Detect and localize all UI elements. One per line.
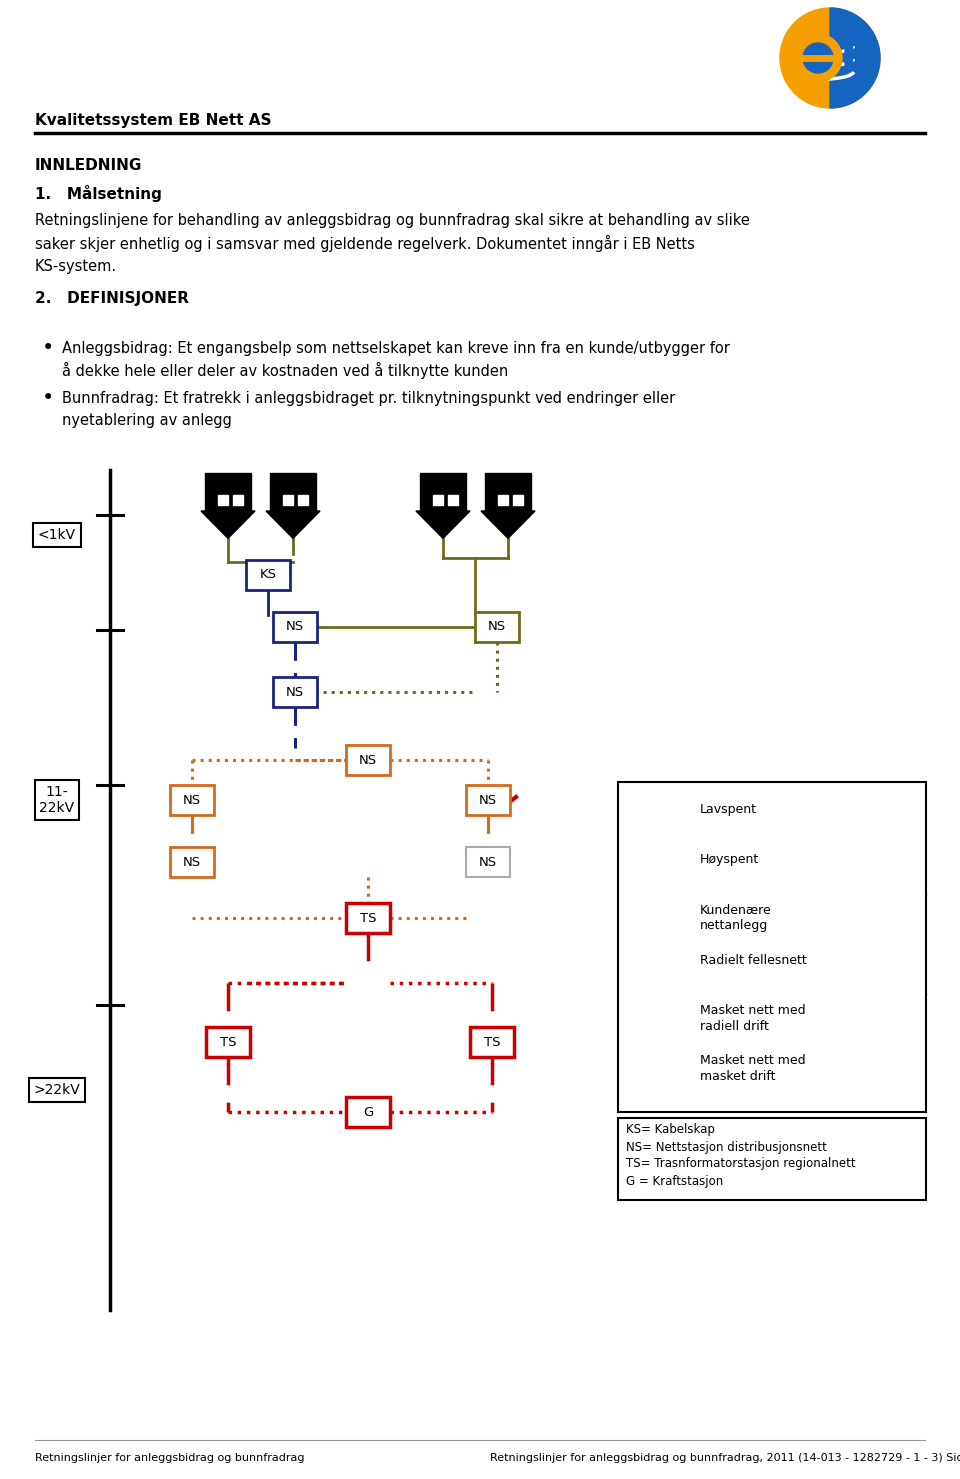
Text: G: G <box>363 1105 373 1118</box>
Text: TS: TS <box>360 911 376 924</box>
FancyBboxPatch shape <box>346 1097 390 1127</box>
Text: NS: NS <box>488 621 506 633</box>
Bar <box>270 473 316 512</box>
FancyBboxPatch shape <box>466 785 510 815</box>
Text: Masket nett med: Masket nett med <box>700 1003 805 1016</box>
Text: TS: TS <box>484 1035 500 1049</box>
Text: 2.   DEFINISJONER: 2. DEFINISJONER <box>35 290 189 306</box>
Bar <box>298 495 308 504</box>
Text: NS: NS <box>479 794 497 806</box>
FancyBboxPatch shape <box>475 612 519 642</box>
Bar <box>205 473 251 512</box>
FancyBboxPatch shape <box>273 677 317 707</box>
Text: NS: NS <box>286 685 304 698</box>
Text: KS-system.: KS-system. <box>35 259 117 274</box>
Text: B: B <box>840 35 876 80</box>
FancyBboxPatch shape <box>170 847 214 877</box>
FancyBboxPatch shape <box>470 1026 514 1057</box>
Text: å dekke hele eller deler av kostnaden ved å tilknytte kunden: å dekke hele eller deler av kostnaden ve… <box>62 361 508 379</box>
Text: G = Kraftstasjon: G = Kraftstasjon <box>626 1174 723 1188</box>
Text: saker skjer enhetlig og i samsvar med gjeldende regelverk. Dokumentet inngår i E: saker skjer enhetlig og i samsvar med gj… <box>35 235 695 251</box>
Bar <box>485 473 531 512</box>
Text: NS: NS <box>359 753 377 766</box>
Polygon shape <box>201 512 255 538</box>
Text: NS= Nettstasjon distribusjonsnett: NS= Nettstasjon distribusjonsnett <box>626 1140 827 1154</box>
FancyBboxPatch shape <box>466 847 510 877</box>
Text: •: • <box>42 387 54 408</box>
Bar <box>513 495 523 504</box>
Text: nettanlegg: nettanlegg <box>700 920 768 932</box>
Text: KS: KS <box>259 568 276 581</box>
Text: TS: TS <box>220 1035 236 1049</box>
Bar <box>233 495 243 504</box>
Text: NS: NS <box>479 855 497 868</box>
Text: NS: NS <box>183 855 201 868</box>
Text: Lavspent: Lavspent <box>700 803 757 816</box>
Text: 1.   Målsetning: 1. Målsetning <box>35 185 162 201</box>
Text: Retningslinjene for behandling av anleggsbidrag og bunnfradrag skal sikre at beh: Retningslinjene for behandling av anlegg… <box>35 213 750 228</box>
Bar <box>448 495 458 504</box>
Text: masket drift: masket drift <box>700 1069 776 1083</box>
Circle shape <box>780 7 880 108</box>
Text: 11-
22kV: 11- 22kV <box>39 785 75 815</box>
Text: Bunnfradrag: Et fratrekk i anleggsbidraget pr. tilknytningspunkt ved endringer e: Bunnfradrag: Et fratrekk i anleggsbidrag… <box>62 390 675 405</box>
Circle shape <box>803 43 833 72</box>
Circle shape <box>794 34 842 81</box>
Bar <box>618 1118 926 1199</box>
Text: KS= Kabelskap: KS= Kabelskap <box>626 1124 715 1136</box>
Text: Retningslinjer for anleggsbidrag og bunnfradrag, 2011 (14-013 - 1282729 - 1 - 3): Retningslinjer for anleggsbidrag og bunn… <box>490 1452 960 1463</box>
Bar <box>283 495 293 504</box>
Polygon shape <box>481 512 535 538</box>
Text: •: • <box>42 339 54 358</box>
FancyBboxPatch shape <box>346 904 390 933</box>
Text: radiell drift: radiell drift <box>700 1019 769 1032</box>
Text: Kundenære: Kundenære <box>700 904 772 917</box>
Bar <box>218 495 228 504</box>
FancyBboxPatch shape <box>170 785 214 815</box>
Text: Masket nett med: Masket nett med <box>700 1053 805 1066</box>
FancyBboxPatch shape <box>246 561 290 590</box>
Bar <box>420 473 466 512</box>
Text: >22kV: >22kV <box>34 1083 81 1097</box>
Polygon shape <box>416 512 470 538</box>
Polygon shape <box>266 512 320 538</box>
Text: nyetablering av anlegg: nyetablering av anlegg <box>62 413 232 427</box>
Wedge shape <box>830 7 880 108</box>
Bar <box>498 495 508 504</box>
Text: NS: NS <box>286 621 304 633</box>
Text: Anleggsbidrag: Et engangsbelp som nettselskapet kan kreve inn fra en kunde/utbyg: Anleggsbidrag: Et engangsbelp som nettse… <box>62 340 730 355</box>
FancyBboxPatch shape <box>273 612 317 642</box>
Text: NS: NS <box>183 794 201 806</box>
Text: Radielt fellesnett: Radielt fellesnett <box>700 954 806 966</box>
Text: INNLEDNING: INNLEDNING <box>35 157 142 173</box>
FancyBboxPatch shape <box>346 745 390 775</box>
Text: Retningslinjer for anleggsbidrag og bunnfradrag: Retningslinjer for anleggsbidrag og bunn… <box>35 1452 304 1463</box>
Text: TS= Trasnformatorstasjon regionalnett: TS= Trasnformatorstasjon regionalnett <box>626 1158 855 1170</box>
Bar <box>433 495 443 504</box>
Text: Høyspent: Høyspent <box>700 853 759 867</box>
Text: <1kV: <1kV <box>38 528 76 541</box>
FancyBboxPatch shape <box>206 1026 250 1057</box>
Text: Kvalitetssystem EB Nett AS: Kvalitetssystem EB Nett AS <box>35 112 272 127</box>
Bar <box>618 782 926 1112</box>
